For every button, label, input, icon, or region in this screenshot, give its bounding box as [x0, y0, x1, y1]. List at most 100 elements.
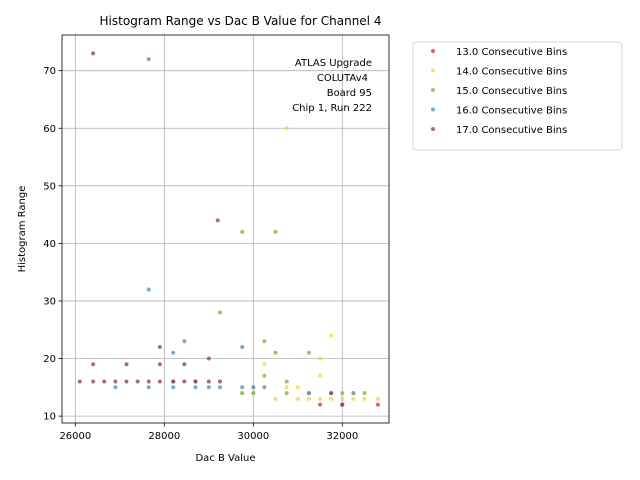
legend-marker	[431, 107, 435, 112]
x-tick-label: 28000	[148, 431, 180, 442]
data-point	[206, 379, 211, 384]
data-point	[262, 373, 267, 378]
data-point	[240, 391, 245, 396]
data-point	[217, 310, 222, 315]
legend-marker	[431, 88, 435, 92]
data-point	[157, 345, 162, 350]
legend-frame	[412, 41, 623, 151]
data-point	[262, 339, 267, 344]
y-tick-label: 30	[43, 296, 56, 307]
data-point	[284, 379, 289, 384]
data-point	[273, 350, 278, 355]
data-point	[251, 391, 256, 396]
data-point	[375, 402, 380, 407]
data-point	[77, 379, 82, 384]
data-point	[157, 379, 162, 384]
data-point	[306, 391, 311, 396]
data-point	[113, 385, 118, 390]
data-point	[240, 345, 245, 350]
data-point	[182, 362, 187, 367]
data-point	[171, 385, 176, 390]
annotation-line-2: COLUTAv4	[317, 73, 368, 84]
data-point	[206, 385, 211, 390]
data-point	[295, 396, 300, 401]
data-point	[171, 379, 176, 384]
x-tick-label: 26000	[59, 431, 91, 442]
data-point	[262, 385, 267, 390]
data-point	[375, 396, 380, 401]
legend: 13.0 Consecutive Bins 14.0 Consecutive Bi…	[412, 41, 623, 151]
data-point	[318, 356, 323, 361]
data-point	[215, 218, 220, 223]
data-point	[295, 385, 300, 390]
data-point	[124, 362, 129, 367]
legend-label: 17.0 Consecutive Bins	[456, 125, 567, 136]
data-point	[102, 379, 107, 384]
data-point	[329, 396, 334, 401]
data-point	[206, 356, 211, 361]
data-point	[182, 339, 187, 344]
data-point	[329, 391, 334, 396]
x-axis: 26000 28000 30000 32000	[59, 423, 358, 442]
data-point	[340, 391, 345, 396]
data-point	[362, 391, 367, 396]
data-points	[77, 51, 380, 407]
y-axis: 10 20 30 40 50 60 70	[43, 66, 62, 423]
annotation-box: ATLAS Upgrade COLUTAv4 Board 95 Chip 1, …	[292, 58, 372, 114]
data-point	[340, 402, 345, 407]
data-point	[240, 229, 245, 234]
data-point	[284, 385, 289, 390]
data-point	[91, 362, 96, 367]
data-point	[193, 379, 198, 384]
data-point	[351, 396, 356, 401]
data-point	[351, 391, 356, 396]
y-tick-label: 50	[43, 181, 56, 192]
data-point	[217, 385, 222, 390]
annotation-line-1: ATLAS Upgrade	[295, 58, 372, 69]
x-tick-label: 30000	[237, 431, 269, 442]
y-tick-label: 70	[43, 66, 56, 77]
data-point	[193, 385, 198, 390]
annotation-line-4: Chip 1, Run 222	[292, 103, 372, 114]
data-point	[329, 333, 334, 338]
data-point	[318, 402, 323, 407]
data-point	[146, 57, 151, 62]
data-point	[146, 287, 151, 292]
data-point	[306, 396, 311, 401]
y-tick-label: 10	[43, 412, 56, 423]
data-point	[113, 379, 118, 384]
y-axis-label: Histogram Range	[17, 186, 28, 273]
data-point	[251, 385, 256, 390]
data-point	[124, 379, 129, 384]
data-point	[273, 396, 278, 401]
x-axis-label: Dac B Value	[195, 453, 255, 464]
grid	[62, 35, 389, 423]
legend-label: 14.0 Consecutive Bins	[456, 67, 567, 78]
data-point	[273, 229, 278, 234]
data-point	[306, 350, 311, 355]
legend-label: 13.0 Consecutive Bins	[456, 47, 567, 58]
data-point	[240, 385, 245, 390]
data-point	[135, 379, 140, 384]
data-point	[91, 51, 96, 56]
data-point	[340, 396, 345, 401]
legend-marker	[431, 49, 435, 53]
y-tick-label: 60	[43, 124, 56, 135]
data-point	[318, 373, 323, 378]
y-tick-label: 20	[43, 354, 56, 365]
data-point	[91, 379, 96, 384]
data-point	[171, 350, 176, 355]
data-point	[262, 362, 267, 367]
data-point	[146, 385, 151, 390]
data-point	[182, 379, 187, 384]
data-point	[362, 396, 367, 401]
legend-label: 15.0 Consecutive Bins	[456, 86, 567, 97]
data-point	[146, 379, 151, 384]
data-point	[217, 379, 222, 384]
data-point	[157, 362, 162, 367]
x-tick-label: 32000	[326, 431, 358, 442]
data-point	[284, 126, 289, 131]
annotation-line-3: Board 95	[327, 88, 372, 99]
legend-marker	[431, 127, 435, 131]
